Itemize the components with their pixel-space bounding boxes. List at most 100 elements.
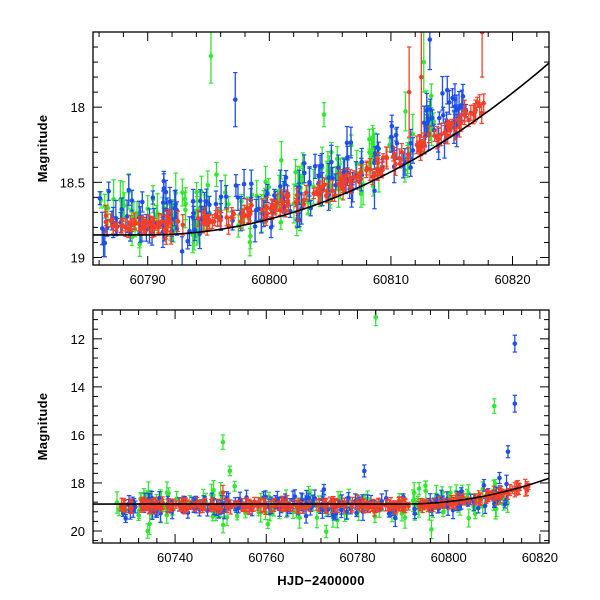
top-x-tick-label: 60820 [494,272,530,287]
bottom-y-tick-label: 16 [71,428,85,443]
top-point-green [321,102,327,128]
bottom-y-tick-label: 20 [71,524,85,539]
top-point-red [120,219,125,232]
bottom-point-blue [303,508,309,524]
top-point-blue [252,210,258,243]
bottom-point-red [324,497,329,513]
top-data-layer [93,32,549,265]
bottom-point-green [232,480,237,492]
top-x-tick-label: 60790 [130,272,166,287]
top-point-red [303,184,309,201]
bottom-x-tick-label: 60800 [431,550,467,565]
top-point-red [272,199,278,216]
top-y-tick-label: 18 [71,100,85,115]
top-point-red [175,210,181,233]
top-point-blue [126,174,132,206]
top-point-blue [163,179,169,205]
top-point-blue [437,111,442,125]
bottom-point-blue [362,464,367,478]
top-point-blue [241,168,247,200]
top-point-red [342,176,348,193]
top-point-red [146,214,151,232]
top-point-red [136,215,141,232]
top-point-blue [393,128,399,142]
top-point-blue [232,71,238,128]
bottom-point-blue [321,483,327,495]
top-point-blue [450,88,455,108]
top-point-red [456,114,462,129]
top-point-red [159,214,165,229]
top-point-green [279,140,284,180]
bottom-point-red [307,500,312,512]
top-point-blue [233,174,239,197]
top-point-red [399,142,405,162]
top-point-green [278,214,284,230]
top-point-red [393,152,398,176]
top-point-red [358,168,363,179]
top-point-red [213,210,219,220]
top-point-blue [427,32,433,71]
bottom-point-red [287,504,293,512]
top-point-red [244,198,250,218]
top-point-red [463,108,468,119]
top-point-red [453,118,458,141]
top-point-red [380,153,386,163]
top-point-blue [179,236,185,265]
top-point-blue [106,181,111,201]
bottom-point-blue [512,394,518,413]
top-point-blue [297,212,302,228]
top-point-red [479,32,485,78]
top-point-blue [344,125,350,160]
bottom-point-green [210,511,216,522]
top-point-red [375,156,380,169]
top-point-red [348,169,353,187]
top-point-red [364,161,369,179]
top-point-blue [187,216,192,247]
top-model-curve [93,62,549,236]
top-point-red [195,209,201,227]
bottom-y-tick-label: 18 [71,476,85,491]
bottom-point-green [145,523,151,539]
top-point-blue [150,190,156,205]
top-y-axis-label: Magnitude [35,115,50,183]
top-point-green [180,178,185,207]
top-point-blue [348,126,354,159]
top-point-red [217,212,223,227]
top-point-green [214,161,219,188]
bottom-x-tick-label: 60760 [248,550,284,565]
top-point-red [318,184,323,204]
top-point-blue [97,191,103,206]
top-point-red [294,188,300,202]
bottom-point-green [466,508,472,528]
top-point-red [263,207,269,222]
bottom-point-green [491,398,497,414]
top-point-red [390,151,396,162]
bottom-point-green [265,519,271,530]
bottom-y-axis-label: Magnitude [35,393,50,461]
top-point-red [285,194,291,213]
bottom-y-tick-label: 14 [71,380,85,395]
top-point-red [354,171,360,183]
top-point-red [340,178,346,201]
top-x-tick-label: 60810 [373,272,409,287]
bottom-point-green [220,516,226,534]
top-point-blue [129,189,135,212]
top-point-red [414,135,420,155]
top-point-blue [265,183,270,203]
top-point-blue [223,184,229,209]
bottom-point-green [220,434,226,450]
top-point-blue [197,189,203,213]
bottom-point-blue [505,445,511,459]
top-point-red [269,199,275,218]
bottom-point-red [466,496,472,505]
bottom-point-green [227,465,233,477]
bottom-panel-light-curve: 60740 60760 60780 60800 60820 12 14 16 18 20 Magni… [35,309,558,588]
top-point-blue [424,92,430,129]
top-point-red [280,192,285,214]
top-point-red [180,214,186,236]
top-point-red [209,214,215,230]
top-point-red [468,104,474,121]
bottom-x-axis-label: HJD−2400000 [277,573,365,588]
top-point-red [128,214,133,232]
